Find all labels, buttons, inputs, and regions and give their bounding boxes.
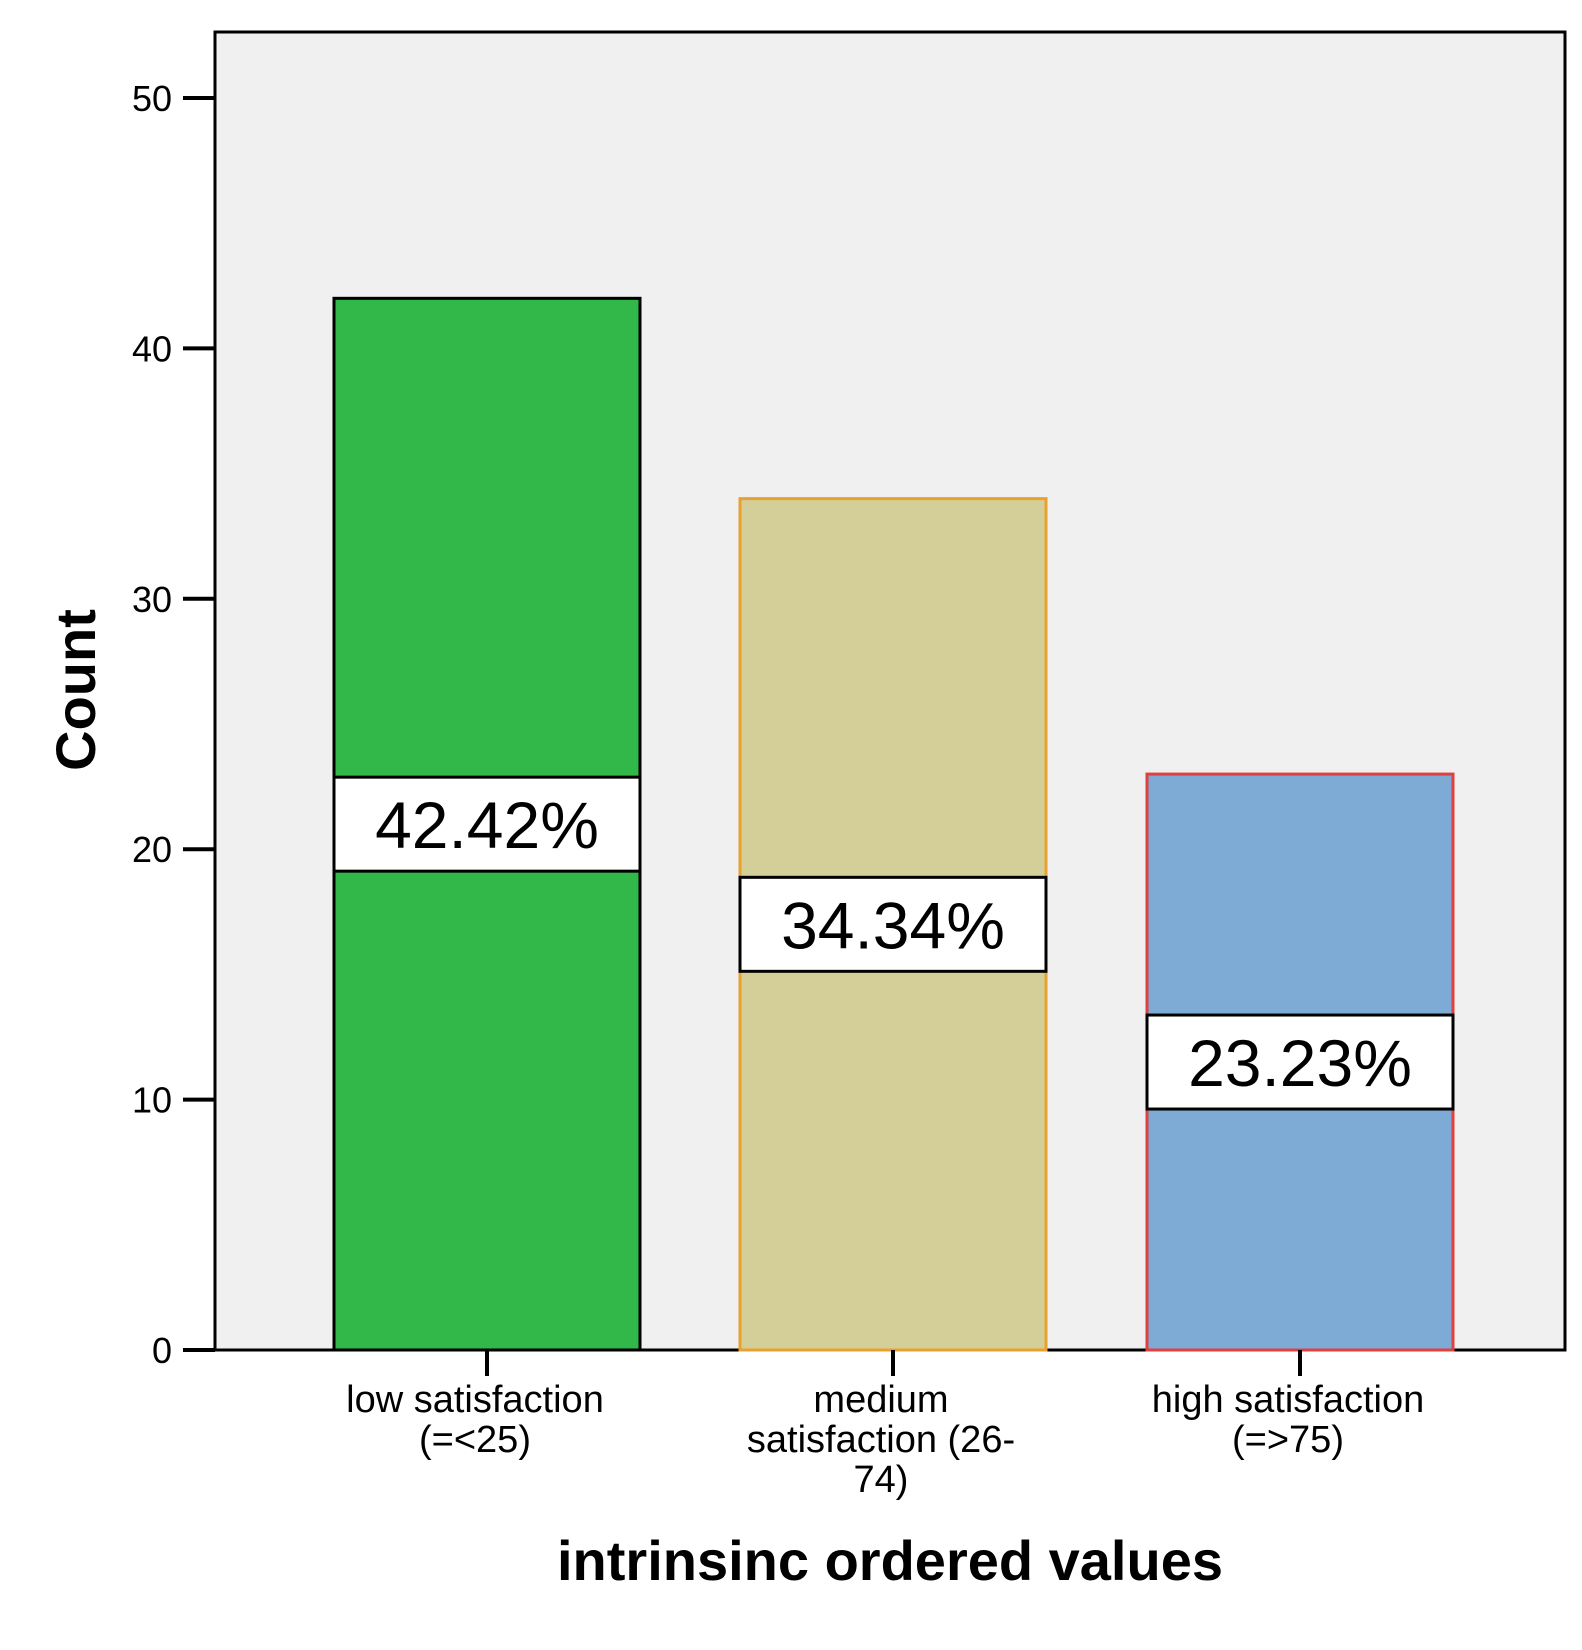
x-tick-label: 74): [854, 1459, 909, 1501]
x-tick-label: satisfaction (26-: [747, 1419, 1015, 1461]
y-tick-label: 40: [132, 328, 172, 369]
x-tick-label: (=<25): [419, 1419, 531, 1461]
x-tick-label: (=>75): [1232, 1419, 1344, 1461]
y-tick-label: 50: [132, 78, 172, 119]
y-axis: 0 10 20 30 40 50: [132, 78, 215, 1371]
y-axis-title: Count: [44, 609, 107, 771]
y-tick-label: 30: [132, 579, 172, 620]
bars-group: 42.42% 34.34% 23.23%: [332, 296, 1455, 1352]
x-tick-label: high satisfaction: [1152, 1379, 1425, 1421]
x-axis: low satisfaction(=<25) mediumsatisfaction…: [346, 1350, 1424, 1501]
y-tick-label: 20: [132, 829, 172, 870]
x-tick-label: low satisfaction: [346, 1379, 604, 1421]
data-label-box: [738, 875, 1048, 973]
y-tick-label: 10: [132, 1080, 172, 1121]
data-label-box: [1145, 1013, 1455, 1111]
x-axis-title: intrinsinc ordered values: [557, 1529, 1223, 1592]
data-label: 23.23%: [1188, 1026, 1412, 1100]
data-label: 42.42%: [375, 788, 599, 862]
data-label-box: [332, 775, 642, 873]
y-tick-label: 0: [152, 1330, 172, 1371]
x-tick-label: medium: [813, 1379, 948, 1421]
data-label: 34.34%: [781, 888, 1005, 962]
